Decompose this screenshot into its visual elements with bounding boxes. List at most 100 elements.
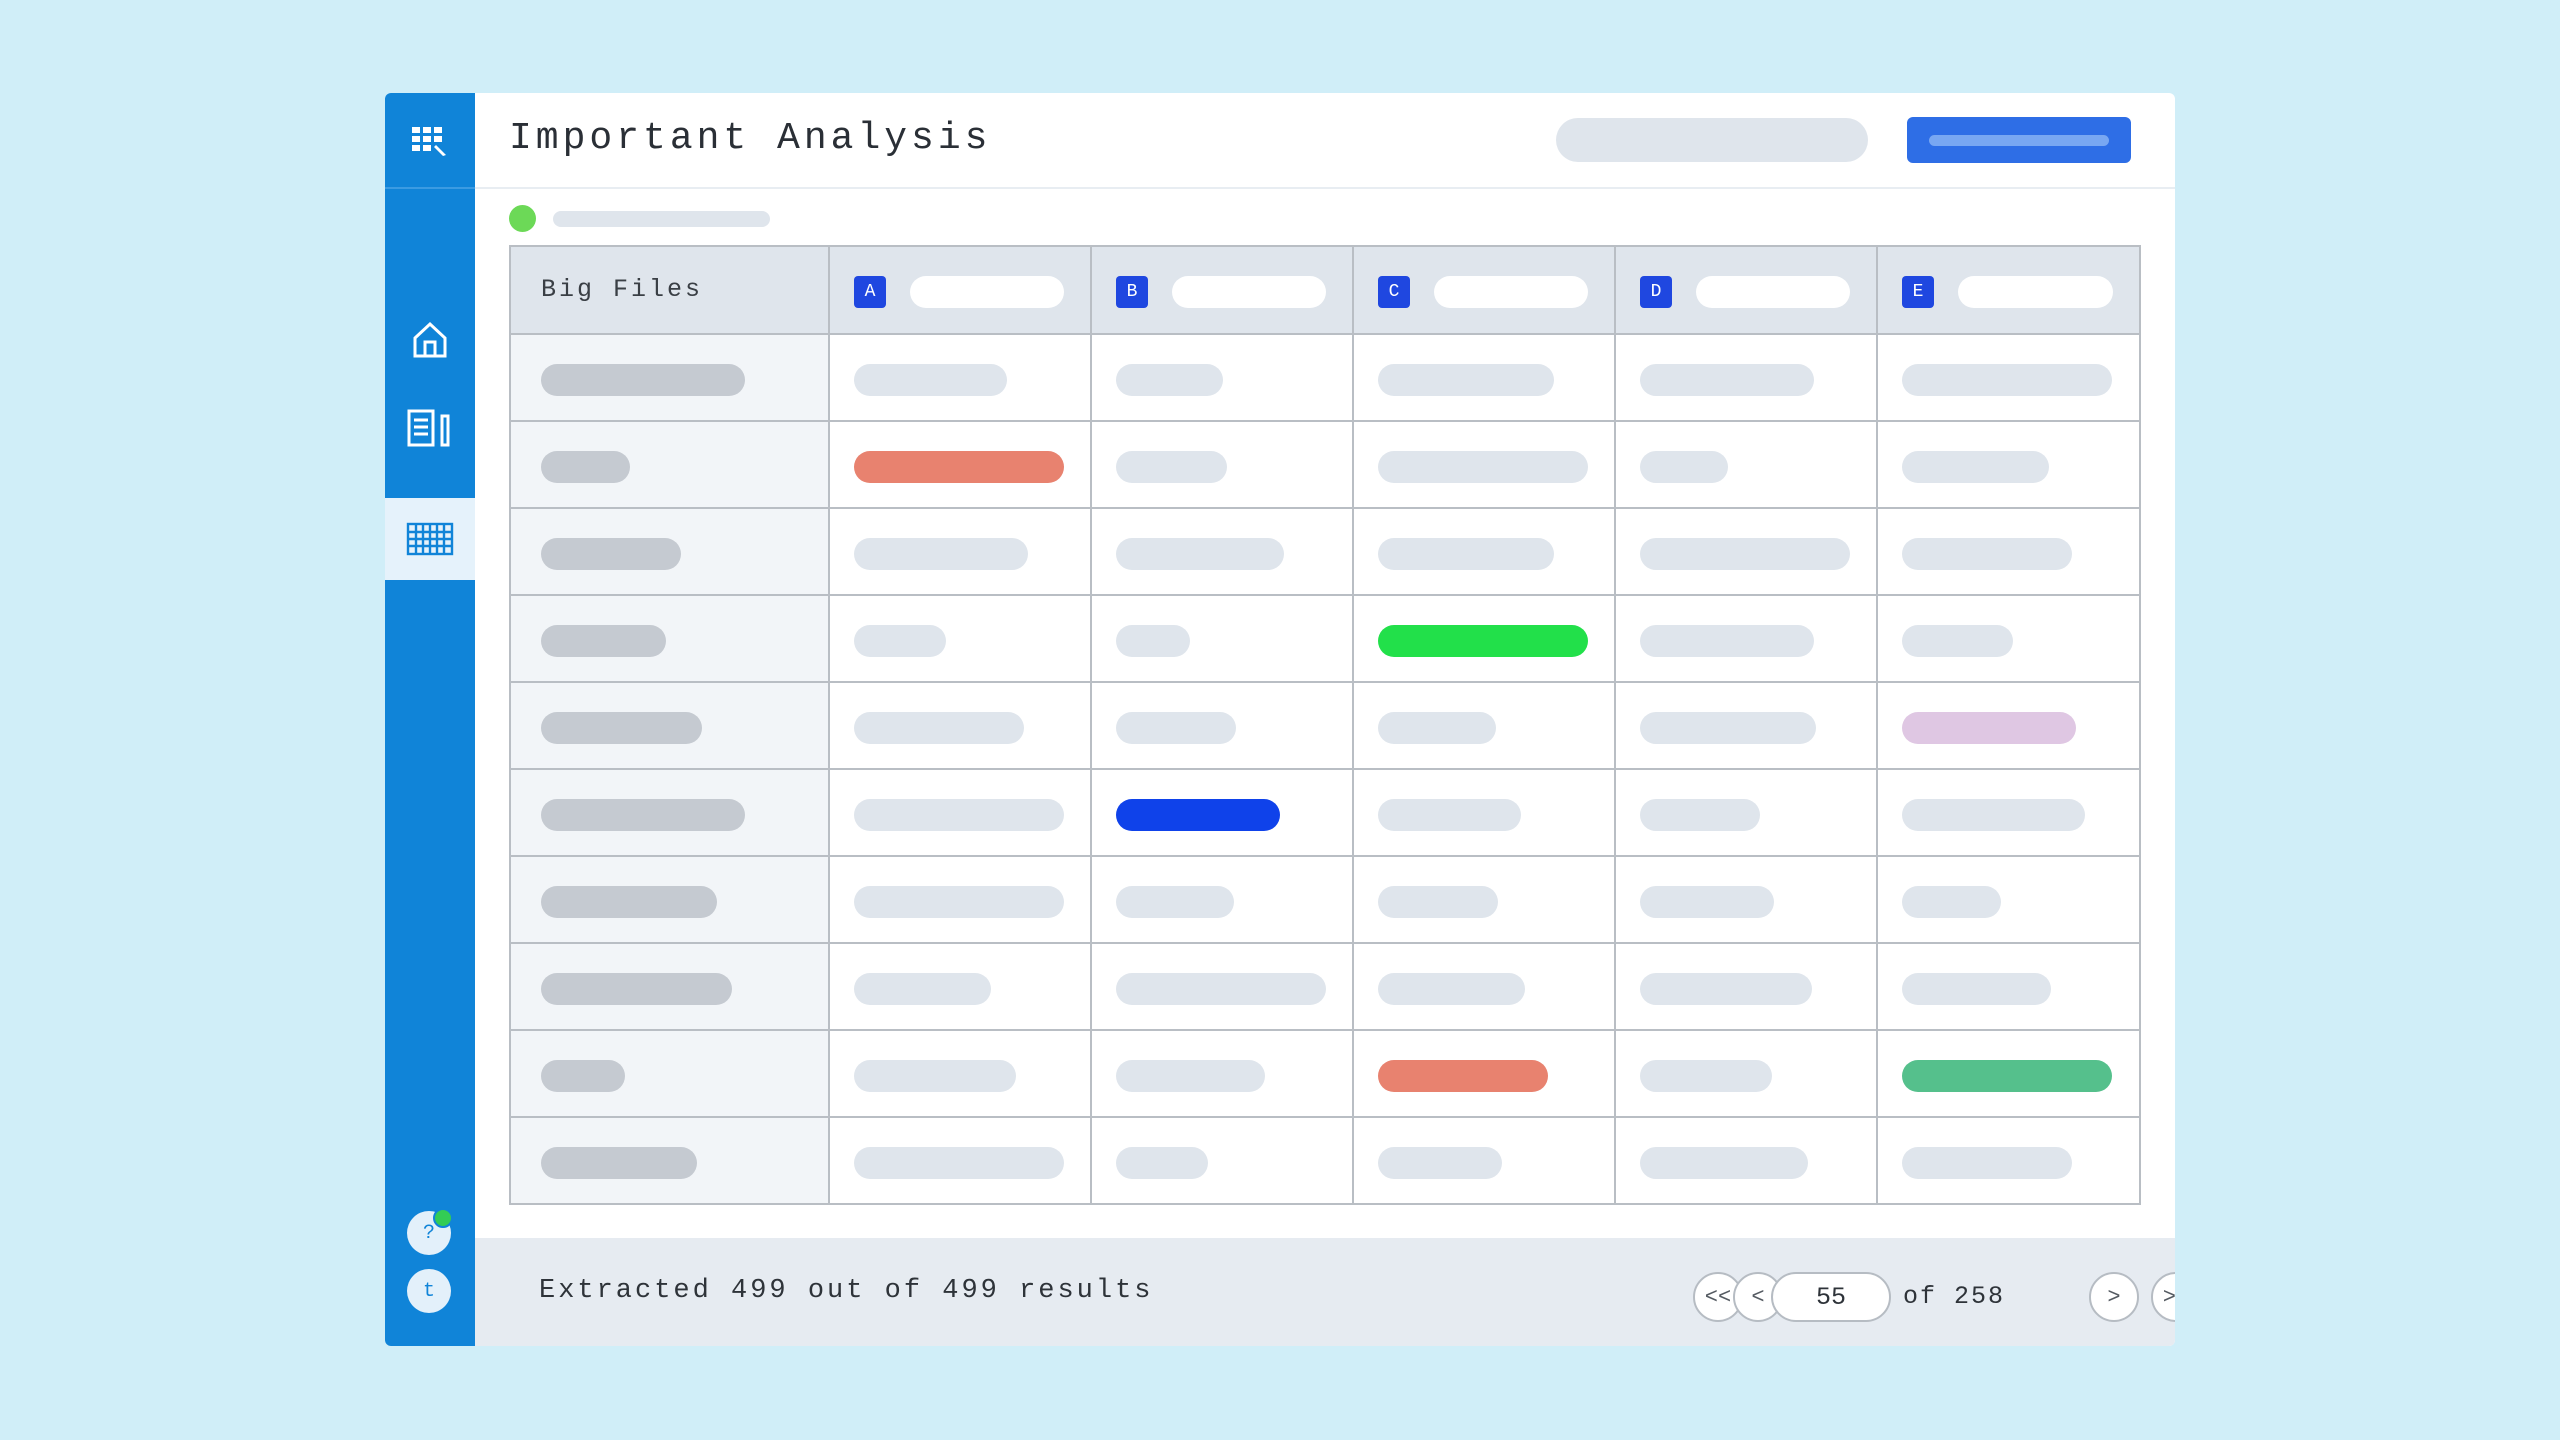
table-cell[interactable] (1352, 333, 1616, 422)
cell-value-placeholder (1116, 625, 1190, 657)
table-cell[interactable] (1090, 855, 1354, 944)
column-header-a[interactable]: A (828, 245, 1092, 335)
column-header-b[interactable]: B (1090, 245, 1354, 335)
search-input[interactable] (1556, 118, 1868, 162)
table-row[interactable] (509, 1029, 2141, 1118)
table-row[interactable] (509, 681, 2141, 770)
row-name-cell[interactable] (509, 420, 830, 509)
table-cell[interactable] (1876, 1116, 2141, 1205)
column-header-d[interactable]: D (1614, 245, 1878, 335)
table-cell[interactable] (1876, 681, 2141, 770)
column-header-big-files[interactable]: Big Files (509, 245, 830, 335)
prev-page-button[interactable]: < (1733, 1272, 1783, 1322)
row-name-cell[interactable] (509, 681, 830, 770)
table-cell[interactable] (1090, 681, 1354, 770)
sidebar-item-grid[interactable] (385, 498, 475, 580)
table-cell[interactable] (828, 855, 1092, 944)
table-cell[interactable] (1614, 942, 1878, 1031)
table-cell[interactable] (828, 420, 1092, 509)
row-name-cell[interactable] (509, 507, 830, 596)
row-name-cell[interactable] (509, 855, 830, 944)
row-name-cell[interactable] (509, 768, 830, 857)
cell-value-placeholder (1640, 451, 1728, 483)
table-cell[interactable] (1876, 333, 2141, 422)
table-row[interactable] (509, 942, 2141, 1031)
table-cell[interactable] (1614, 420, 1878, 509)
table-cell[interactable] (1876, 768, 2141, 857)
table-cell[interactable] (1876, 1029, 2141, 1118)
table-cell[interactable] (1352, 594, 1616, 683)
app-logo[interactable] (385, 93, 475, 189)
table-cell[interactable] (1352, 1116, 1616, 1205)
primary-action-button[interactable] (1907, 117, 2131, 163)
table-cell[interactable] (828, 681, 1092, 770)
table-cell[interactable] (1090, 594, 1354, 683)
table-cell[interactable] (828, 768, 1092, 857)
page-number-input[interactable] (1771, 1272, 1891, 1322)
table-cell[interactable] (1090, 1029, 1354, 1118)
table-cell[interactable] (1876, 594, 2141, 683)
table-header-row: Big Files A B C (509, 245, 2141, 335)
table-cell[interactable] (828, 507, 1092, 596)
table-cell[interactable] (1090, 1116, 1354, 1205)
cell-value-placeholder (1116, 886, 1234, 918)
data-grid: Big Files A B C (509, 245, 2141, 1205)
table-cell[interactable] (828, 1029, 1092, 1118)
table-cell[interactable] (1352, 942, 1616, 1031)
table-cell[interactable] (1614, 594, 1878, 683)
table-cell[interactable] (1352, 855, 1616, 944)
table-cell[interactable] (1090, 333, 1354, 422)
column-header-e[interactable]: E (1876, 245, 2141, 335)
cell-value-green (1378, 625, 1588, 657)
table-cell[interactable] (828, 594, 1092, 683)
table-cell[interactable] (1614, 507, 1878, 596)
column-badge: C (1378, 276, 1410, 308)
table-row[interactable] (509, 1116, 2141, 1205)
column-header-c[interactable]: C (1352, 245, 1616, 335)
home-icon (413, 321, 447, 358)
table-cell[interactable] (1614, 681, 1878, 770)
table-cell[interactable] (1352, 1029, 1616, 1118)
table-cell[interactable] (1090, 507, 1354, 596)
row-name-cell[interactable] (509, 1029, 830, 1118)
table-cell[interactable] (1614, 1029, 1878, 1118)
table-cell[interactable] (828, 942, 1092, 1031)
row-name-cell[interactable] (509, 1116, 830, 1205)
table-cell[interactable] (1090, 942, 1354, 1031)
table-cell[interactable] (1614, 768, 1878, 857)
table-row[interactable] (509, 855, 2141, 944)
next-page-button[interactable]: > (2089, 1272, 2139, 1322)
sidebar-item-documents[interactable] (385, 387, 475, 469)
sidebar-item-home[interactable] (385, 299, 475, 381)
table-cell[interactable] (1876, 420, 2141, 509)
table-cell[interactable] (1352, 507, 1616, 596)
cell-value-placeholder (1902, 364, 2112, 396)
table-cell[interactable] (1352, 681, 1616, 770)
table-row[interactable] (509, 420, 2141, 509)
table-cell[interactable] (1352, 420, 1616, 509)
table-cell[interactable] (1614, 855, 1878, 944)
table-row[interactable] (509, 768, 2141, 857)
table-row[interactable] (509, 333, 2141, 422)
row-name-cell[interactable] (509, 594, 830, 683)
table-cell[interactable] (1876, 507, 2141, 596)
last-page-button[interactable]: >> (2151, 1272, 2175, 1322)
cell-value-placeholder (1902, 799, 2085, 831)
table-cell[interactable] (1090, 420, 1354, 509)
user-avatar[interactable]: t (407, 1269, 451, 1313)
table-cell[interactable] (828, 333, 1092, 422)
table-cell[interactable] (1614, 333, 1878, 422)
help-button[interactable]: ? (407, 1208, 453, 1255)
row-name-cell[interactable] (509, 333, 830, 422)
table-cell[interactable] (1352, 768, 1616, 857)
button-label-placeholder (1929, 135, 2109, 146)
table-cell[interactable] (1876, 942, 2141, 1031)
table-cell[interactable] (1876, 855, 2141, 944)
table-row[interactable] (509, 507, 2141, 596)
table-row[interactable] (509, 594, 2141, 683)
table-cell[interactable] (1090, 768, 1354, 857)
table-cell[interactable] (1614, 1116, 1878, 1205)
table-cell[interactable] (828, 1116, 1092, 1205)
cell-value-placeholder (1116, 364, 1223, 396)
row-name-cell[interactable] (509, 942, 830, 1031)
